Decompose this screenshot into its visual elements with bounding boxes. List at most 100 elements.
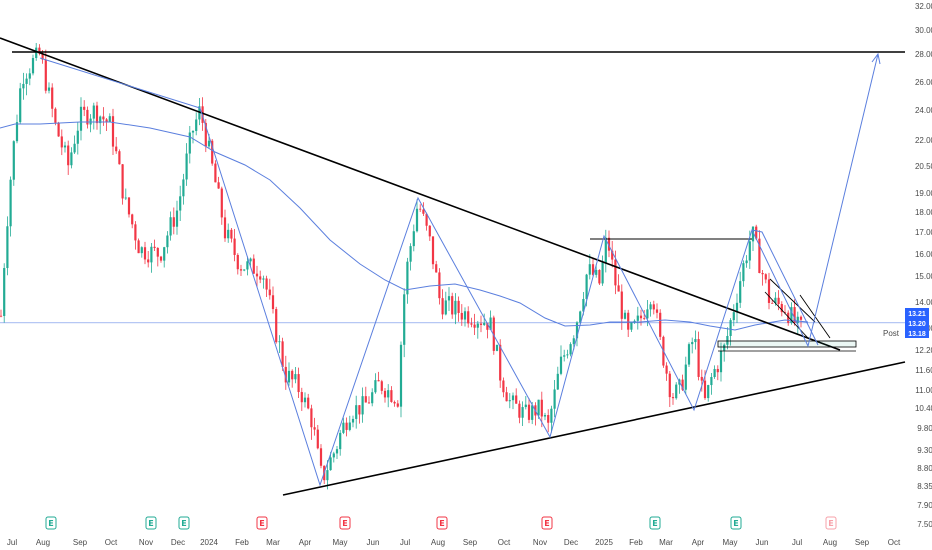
x-tick-label: Oct: [498, 538, 511, 547]
candle-body: [681, 379, 684, 390]
zigzag-branch: [751, 229, 819, 346]
x-tick-label: Nov: [139, 538, 153, 547]
candle-body: [60, 136, 63, 148]
candle-body: [79, 106, 83, 131]
candle-body: [207, 140, 211, 147]
earnings-event-marker: [825, 516, 837, 530]
candle-body: [143, 247, 147, 260]
candle-body: [252, 258, 255, 274]
candle-body: [195, 119, 198, 131]
candle-body: [175, 210, 179, 227]
candle-body: [12, 141, 15, 180]
candle-body: [211, 140, 214, 164]
y-tick-label: 14.00: [915, 298, 932, 307]
candle-body: [444, 300, 447, 315]
candle-body: [406, 261, 409, 295]
x-tick-label: Apr: [692, 538, 705, 547]
candle-body: [454, 300, 457, 315]
candle-body: [396, 403, 399, 407]
x-tick-label: May: [332, 538, 347, 547]
earnings-event-label: E: [48, 519, 53, 528]
price-label-name: Post: [883, 329, 900, 338]
candle-body: [595, 269, 598, 275]
candle-body: [473, 324, 476, 328]
x-tick-label: Dec: [564, 538, 578, 547]
candle-body: [281, 341, 284, 367]
x-tick-label: 2025: [595, 538, 613, 547]
candle-body: [598, 269, 601, 284]
candle-body: [751, 226, 755, 242]
x-tick-label: Aug: [36, 538, 50, 547]
candle-body: [390, 390, 393, 402]
candle-body: [127, 197, 131, 215]
candle-body: [627, 312, 630, 330]
candle-body: [131, 214, 134, 225]
candle-body: [771, 302, 774, 304]
y-tick-label: 7.50: [917, 520, 932, 529]
candle-body: [191, 130, 195, 133]
candle-body: [6, 226, 9, 269]
candle-body: [591, 264, 595, 275]
candle-body: [115, 146, 118, 152]
candle-body: [739, 281, 742, 303]
candle-body: [383, 390, 387, 398]
earnings-event-marker: [178, 516, 190, 530]
y-tick-label: 10.40: [915, 404, 932, 413]
earnings-event-marker: [730, 516, 742, 530]
candle-body: [291, 370, 294, 380]
candle-body: [15, 122, 19, 142]
x-tick-label: Oct: [105, 538, 118, 547]
descending-trendline: [0, 37, 841, 351]
candle-body: [713, 368, 716, 378]
candle-body: [380, 381, 383, 391]
candle-body: [707, 385, 710, 399]
candle-body: [515, 395, 518, 404]
candle-body: [431, 236, 435, 265]
earnings-event-marker: [436, 516, 448, 530]
candle-body: [57, 122, 60, 137]
y-tick-label: 22.00: [915, 136, 932, 145]
candle-body: [486, 322, 489, 330]
flag-lower: [764, 291, 809, 339]
candle-body: [502, 380, 505, 393]
candle-body: [655, 309, 659, 313]
candle-body: [550, 408, 553, 423]
candle-body: [671, 397, 675, 399]
earnings-event-label: E: [439, 519, 444, 528]
candle-body: [470, 323, 473, 325]
candle-body: [38, 47, 41, 54]
support-box: [717, 340, 857, 348]
candle-body: [102, 116, 105, 120]
candle-body: [86, 109, 89, 125]
candle-body: [358, 405, 361, 415]
candle-body: [639, 315, 643, 319]
candle-body: [419, 208, 422, 210]
y-tick-label: 24.00: [915, 106, 932, 115]
candle-body: [780, 303, 783, 313]
candle-body: [723, 344, 726, 351]
candle-body: [166, 235, 169, 248]
candle-body: [124, 197, 127, 199]
candle-body: [524, 404, 527, 408]
candle-body: [630, 322, 633, 330]
candle-body: [185, 153, 188, 180]
candle-body: [777, 297, 780, 304]
candle-body: [255, 273, 259, 277]
candle-body: [367, 402, 371, 404]
x-tick-label: Aug: [431, 538, 445, 547]
y-tick-label: 17.00: [915, 228, 932, 237]
candle-body: [169, 217, 172, 236]
y-tick-label: 8.80: [917, 464, 932, 473]
x-tick-label: Feb: [629, 538, 643, 547]
candle-body: [646, 309, 649, 319]
candle-body: [617, 285, 620, 292]
candle-body: [351, 418, 355, 423]
candle-body: [710, 377, 713, 386]
y-tick-label: 9.30: [917, 446, 932, 455]
x-tick-label: Mar: [266, 538, 280, 547]
x-tick-label: Feb: [235, 538, 249, 547]
y-axis: 32.00 30.00 28.00 26.00 24.00 22.00 20.50 19.00…: [915, 2, 932, 529]
candle-body: [19, 88, 22, 123]
